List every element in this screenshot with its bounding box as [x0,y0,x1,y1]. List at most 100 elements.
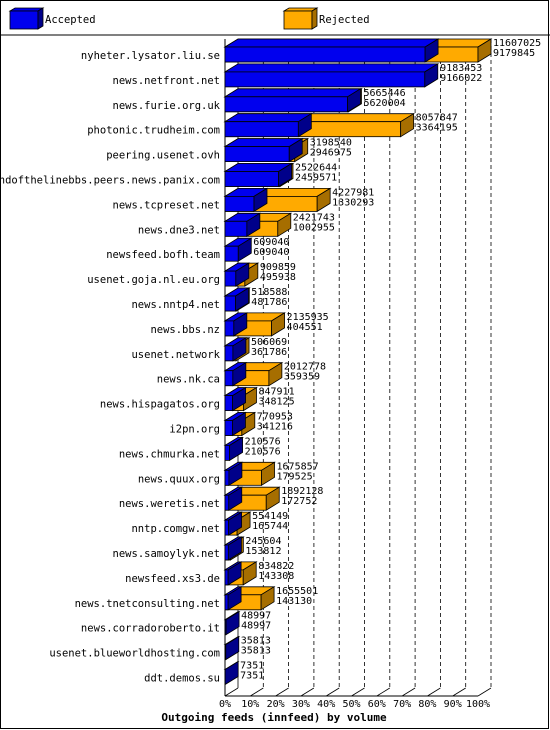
category-label: ddt.demos.su [144,673,220,685]
x-axis-depth [224,687,239,697]
offered-value-label: 3198540 [310,138,352,149]
offered-value-label: 11607025 [493,38,541,49]
bar-row-0-accepted [223,38,440,63]
offered-value-label: 1655501 [276,586,318,597]
accepted-value-label: 1330293 [332,197,374,208]
bar-row-24-accepted-side [225,635,240,661]
legend-label-accepted: Accepted [45,14,96,26]
category-label: peering.usenet.ovh [106,150,220,162]
bar-row-24-accepted [223,635,241,661]
bar-row-22-accepted [223,586,243,611]
bar-row-23-accepted [223,610,241,636]
bar-row-13-accepted-side [232,361,247,387]
bar-row-21-accepted [223,561,243,586]
offered-value-label: 8057847 [416,113,458,124]
bar-row-1-accepted [223,63,440,88]
bar-row-7-rejected-side [277,212,292,238]
bar-row-22-accepted-front [224,594,229,611]
bar-row-15-accepted [223,411,247,437]
bar-row-7-accepted [223,212,262,238]
category-label: usenet.goja.nl.eu.org [87,274,220,286]
offered-value-label: 1675857 [277,461,319,472]
bar-row-14-accepted [223,386,248,412]
bar-row-2-accepted-front [224,96,348,113]
category-label: news.netfront.net [113,75,220,87]
bar-row-14-accepted-front [224,395,233,412]
bar-row-23-accepted-side [225,610,240,636]
offered-value-label: 9183453 [440,63,482,74]
bar-row-15-accepted-front [224,420,233,436]
offered-value-label: 2522644 [295,163,337,174]
accepted-value-label: 172752 [281,496,317,507]
x-tick-label: 80% [418,699,436,710]
accepted-value-label: 361786 [251,347,287,358]
category-label: endofthelinebbs.peers.news.panix.com [0,175,220,187]
bar-row-2-accepted [223,88,362,113]
x-tick-label: 40% [317,699,335,710]
x-axis-ticks: 0% 10% 20% 30% 40% 50% 60% 70% 80% 90% 100% [219,699,490,710]
bar-row-17-rejected-side [261,461,275,487]
bar-row-25-accepted [223,660,240,686]
bar-row-18-rejected-side [265,486,280,511]
gridline-foot-40 [325,687,340,697]
category-label: news.furie.org.uk [113,100,221,112]
bar-row-14-accepted-side [232,386,246,412]
legend-swatch-rejected [283,10,313,30]
accepted-value-label: 7351 [240,671,264,682]
legend-swatch-rejected-side [311,7,318,30]
accepted-value-label: 341216 [257,422,293,433]
bar-row-1-accepted-side [424,63,439,88]
bar-row-6-accepted-side [253,187,268,213]
gridline-foot-90 [452,687,466,697]
x-tick-label: 0% [219,699,231,710]
bar-row-17-accepted-front [224,469,230,486]
gridline-foot-80 [427,687,441,697]
accepted-value-label: 143130 [276,596,312,607]
chart-title: Outgoing feeds (innfeed) by volume [161,711,387,724]
bar-row-0-accepted-side [424,38,439,63]
bar-row-16-accepted-side [229,436,243,462]
bar-row-10-accepted-front [224,295,236,312]
offered-value-label: 909859 [260,262,296,273]
x-tick-label: 50% [342,699,360,710]
category-label: news.bbs.nz [150,324,220,336]
bar-row-20-accepted [223,536,243,561]
bar-row-4-accepted-front [224,146,290,163]
bar-row-0-rejected-side [477,38,492,63]
bar-row-20-accepted-front [224,544,229,561]
accepted-value-label: 1002955 [293,222,335,233]
x-tick-label: 90% [444,699,462,710]
legend-swatch-accepted [9,10,39,30]
gridline-foot-50 [351,687,365,697]
offered-value-label: 770953 [257,412,293,423]
category-label: newsfeed.bofh.team [106,249,220,261]
bar-row-10-accepted-side [235,287,249,312]
bar-row-25-accepted-side [224,660,239,686]
accepted-value-label: 9166022 [440,73,482,84]
category-label: nyheter.lysator.liu.se [81,50,220,62]
category-label: news.nk.ca [157,374,220,386]
bar-row-21-accepted-side [227,561,242,586]
bar-row-21-accepted-front [224,569,229,586]
accepted-value-label: 35813 [241,646,271,657]
offered-value-label: 35813 [241,636,271,647]
bar-row-19-accepted [223,511,244,536]
accepted-value-label: 143308 [258,571,294,582]
bar-row-0-accepted-top [223,38,440,48]
bar-row-2-accepted-top [223,88,362,98]
x-tick-label: 60% [368,699,386,710]
offered-value-label: 1892128 [281,486,323,497]
bar-row-0-accepted-front [224,46,426,63]
bar-row-8-accepted-front [224,245,239,262]
bar-row-9-accepted-front [224,270,237,287]
bar-row-12-accepted-front [224,345,234,362]
gridline-foot-70 [401,687,416,697]
accepted-value-label: 210576 [245,446,281,457]
offered-value-label: 245604 [245,536,281,547]
bar-row-5-accepted-front [224,171,280,187]
category-label: news.hispagatos.org [100,399,220,411]
accepted-value-label: 153812 [245,546,281,557]
x-tick-label: 70% [393,699,411,710]
